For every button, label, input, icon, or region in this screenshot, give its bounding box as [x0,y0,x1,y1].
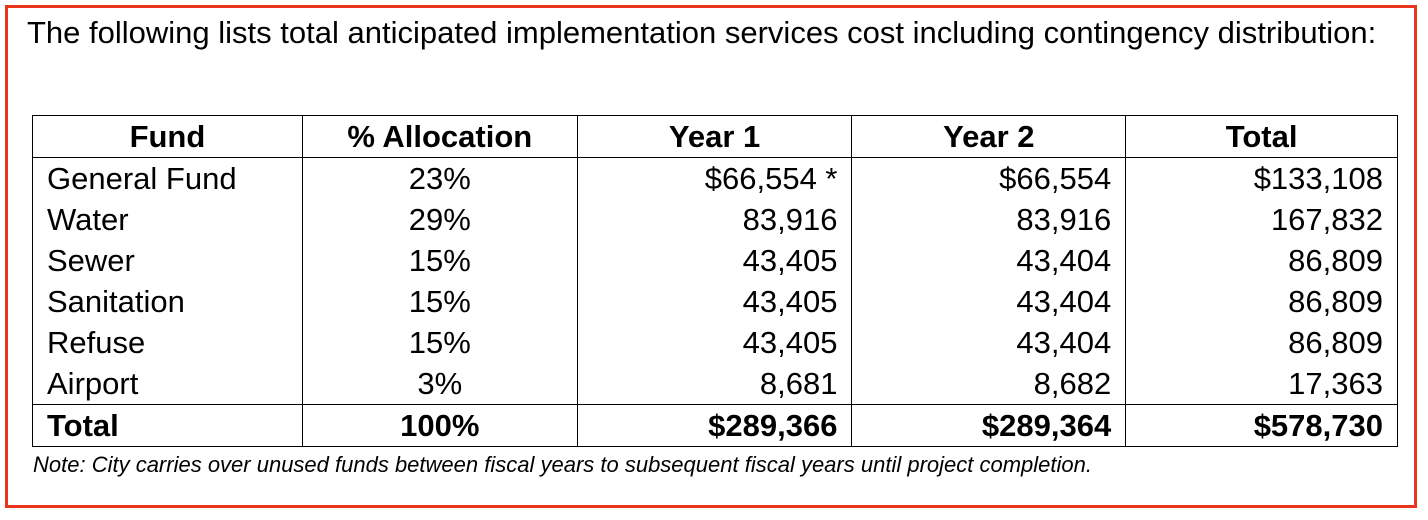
year2-cell: $66,554 [851,157,1127,199]
total-cell: $133,108 [1125,157,1398,199]
fund-allocation-table: Fund % Allocation Year 1 Year 2 Total Ge… [32,115,1398,447]
table-row: Water 29% 83,916 83,916 167,832 [32,199,1398,240]
footnote: Note: City carries over unused funds bet… [33,452,1092,477]
total-year2: $289,364 [851,404,1127,447]
year2-cell: 83,916 [851,199,1127,240]
fund-name: Sanitation [32,281,303,322]
fund-name: Sewer [32,240,303,281]
year1-cell: 43,405 [576,281,853,322]
header-allocation: % Allocation [301,115,578,158]
total-cell: 86,809 [1125,281,1398,322]
total-cell: 167,832 [1125,199,1398,240]
table-row: Refuse 15% 43,405 43,404 86,809 [32,322,1398,363]
table-row: Sewer 15% 43,405 43,404 86,809 [32,240,1398,281]
allocation-cell: 15% [301,240,578,281]
header-year1: Year 1 [576,115,853,158]
total-allocation: 100% [301,404,578,447]
year1-cell: $66,554 * [576,157,853,199]
table-row: Airport 3% 8,681 8,682 17,363 [32,363,1398,405]
year2-cell: 43,404 [851,240,1127,281]
header-fund: Fund [32,115,303,158]
total-cell: 17,363 [1125,363,1398,405]
fund-name: Refuse [32,322,303,363]
fund-name: Airport [32,363,303,405]
allocation-cell: 29% [301,199,578,240]
year2-cell: 8,682 [851,363,1127,405]
allocation-cell: 23% [301,157,578,199]
table-row: General Fund 23% $66,554 * $66,554 $133,… [32,157,1398,199]
highlight-frame [5,5,1417,508]
total-year1: $289,366 [576,404,853,447]
year1-cell: 83,916 [576,199,853,240]
allocation-cell: 15% [301,281,578,322]
table-row: Sanitation 15% 43,405 43,404 86,809 [32,281,1398,322]
table-total-row: Total 100% $289,366 $289,364 $578,730 [32,404,1398,447]
fund-name: General Fund [32,157,303,199]
total-label: Total [32,404,303,447]
total-cell: 86,809 [1125,240,1398,281]
year2-cell: 43,404 [851,281,1127,322]
fund-name: Water [32,199,303,240]
year1-cell: 43,405 [576,240,853,281]
allocation-cell: 15% [301,322,578,363]
year1-cell: 43,405 [576,322,853,363]
grand-total: $578,730 [1125,404,1398,447]
intro-paragraph: The following lists total anticipated im… [27,15,1377,50]
year2-cell: 43,404 [851,322,1127,363]
header-total: Total [1125,115,1398,158]
allocation-cell: 3% [301,363,578,405]
header-year2: Year 2 [851,115,1127,158]
year1-cell: 8,681 [576,363,853,405]
total-cell: 86,809 [1125,322,1398,363]
table-header-row: Fund % Allocation Year 1 Year 2 Total [32,115,1398,158]
